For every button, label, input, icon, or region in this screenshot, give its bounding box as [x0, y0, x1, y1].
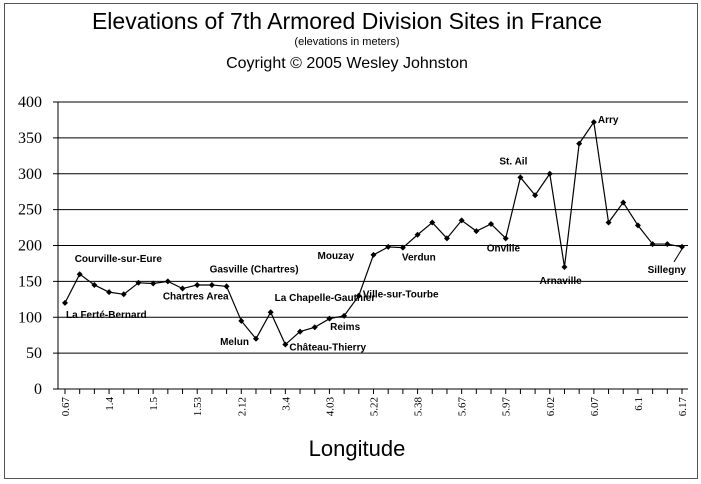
data-point [605, 219, 612, 226]
x-tick-label: 0.67 [60, 397, 72, 417]
data-points [62, 119, 685, 348]
data-point [414, 231, 421, 238]
x-tick-label: 1.4 [104, 397, 116, 411]
annotation-label: Sillegny [648, 265, 687, 276]
annotation-label: Château-Thierry [289, 343, 366, 354]
data-point [341, 312, 348, 319]
data-point [223, 283, 230, 290]
annotation-label: Onville [487, 243, 521, 254]
data-point [150, 280, 157, 287]
data-point [267, 309, 274, 316]
point-annotations: Courville-sur-Eure La Ferté-Bernard Chartr… [66, 115, 686, 353]
data-point [458, 217, 465, 224]
data-point [135, 279, 142, 286]
y-tick-label: 50 [26, 345, 42, 362]
data-point [355, 292, 362, 299]
data-point [326, 315, 333, 322]
data-point [576, 140, 583, 147]
data-point [76, 271, 83, 278]
x-tick-label: 5.97 [501, 397, 513, 417]
series-line [64, 120, 683, 346]
annotation-label: Arry [598, 115, 619, 126]
data-point [179, 285, 186, 292]
annotation-label: Mouzay [318, 251, 355, 262]
x-axis-ticks: 0.67 1.4 1.5 1.53 2.12 3.4 4.03 5.22 5.38 5.67 5.9… [60, 389, 689, 416]
data-point [120, 291, 127, 298]
chart-title: Elevations of 7th Armored Division Sites… [91, 8, 603, 34]
data-point [208, 281, 215, 288]
data-point [679, 243, 685, 250]
y-axis-ticks: 0 50 100 150 200 250 300 350 400 [18, 94, 58, 398]
data-point [385, 243, 392, 250]
data-point [62, 299, 68, 306]
data-point [91, 281, 98, 288]
data-point [664, 241, 671, 248]
y-tick-label: 250 [18, 202, 42, 219]
x-tick-label: 2.12 [236, 397, 248, 416]
data-point [502, 235, 509, 242]
data-point [443, 235, 450, 242]
y-tick-label: 200 [18, 238, 42, 255]
data-point [164, 278, 171, 285]
x-tick-label: 5.67 [457, 397, 469, 417]
x-tick-label: 5.22 [369, 397, 381, 416]
gridlines [57, 101, 688, 390]
annotation-label: Ville-sur-Tourbe [363, 290, 439, 301]
y-tick-label: 150 [18, 273, 42, 290]
x-tick-label: 1.53 [192, 397, 204, 417]
annotation-label: La Chapelle-Gauthier [275, 293, 376, 304]
data-point [282, 341, 289, 348]
x-tick-label: 3.4 [280, 397, 292, 411]
data-point [634, 222, 641, 229]
annotation-label: Melun [220, 337, 249, 348]
x-tick-label: 4.03 [324, 397, 336, 417]
x-axis-label: Longitude [308, 436, 406, 461]
elevation-line [64, 120, 683, 346]
data-point [252, 335, 259, 342]
data-point [546, 170, 553, 177]
annotation-label: Arnaville [539, 276, 582, 287]
annotation-label: La Ferté-Bernard [66, 310, 147, 321]
data-point [370, 251, 377, 258]
x-tick-label: 6.02 [545, 397, 557, 416]
data-point [311, 324, 318, 331]
data-point [106, 289, 113, 296]
annotation-label: Chartres Area [163, 291, 229, 302]
annotation-label: Courville-sur-Eure [75, 254, 163, 265]
y-tick-label: 300 [18, 166, 42, 183]
x-tick-label: 6.1 [633, 397, 645, 411]
data-point [238, 317, 245, 324]
y-tick-label: 350 [18, 130, 42, 147]
data-point [561, 264, 568, 271]
y-tick-label: 100 [18, 309, 42, 326]
data-point [649, 241, 656, 248]
data-point [620, 199, 627, 206]
x-tick-label: 6.07 [589, 397, 601, 417]
annotation-leader [673, 248, 683, 263]
annotation-label: St. Ail [499, 156, 527, 167]
data-point [429, 219, 436, 226]
chart-copyright: Coyright © 2005 Wesley Johnston [226, 55, 468, 72]
data-point [399, 244, 406, 251]
y-tick-label: 0 [34, 381, 42, 398]
data-point [590, 119, 597, 126]
data-point [297, 328, 304, 335]
chart-frame [4, 3, 698, 479]
data-point [532, 192, 539, 199]
annotation-label: Gasville (Chartres) [210, 264, 299, 275]
x-tick-label: 6.17 [677, 397, 689, 417]
data-point [517, 174, 524, 181]
data-point [488, 220, 495, 227]
x-tick-label: 1.5 [148, 397, 160, 411]
annotation-label: Reims [330, 322, 360, 333]
y-tick-label: 400 [18, 94, 42, 111]
x-tick-label: 5.38 [413, 397, 425, 417]
annotation-label: Verdun [402, 253, 436, 264]
data-point [473, 228, 480, 235]
data-point [194, 281, 201, 288]
chart-subtitle: (elevations in meters) [294, 36, 400, 48]
